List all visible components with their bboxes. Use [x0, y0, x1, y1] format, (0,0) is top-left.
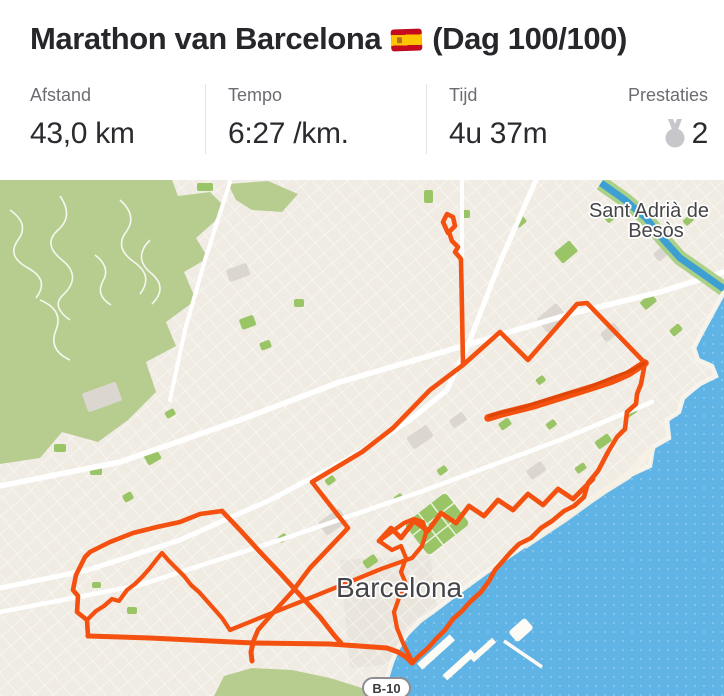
stat-value: 4u 37m: [449, 117, 548, 150]
spain-flag-icon: [390, 28, 423, 52]
route-segment-wing-inner: [84, 550, 233, 633]
stat-prestaties[interactable]: Prestaties 2: [614, 84, 708, 154]
route-segment-finish-stub: [248, 640, 256, 664]
medal-icon: [665, 119, 685, 148]
stat-label: Tijd: [449, 85, 478, 105]
label-barcelona: Barcelona: [336, 572, 463, 603]
route-segment-wing-diagonal: [219, 508, 344, 646]
barcelona-map: Sant Adrià de Besòs Barcelona B-10: [0, 180, 724, 696]
stat-label: Afstand: [30, 85, 92, 105]
map-container[interactable]: Sant Adrià de Besòs Barcelona B-10: [0, 180, 724, 696]
stats-row: Afstand 43,0 km Tempo 6:27 /km. Tijd 4u …: [30, 84, 708, 154]
stat-afstand: Afstand 43,0 km: [30, 84, 205, 154]
activity-title-suffix: (Dag 100/100): [432, 21, 627, 56]
beach-strip: [522, 444, 656, 549]
stat-value: 43,0 km: [30, 117, 135, 150]
route-segment-oldtown-ascent: [227, 516, 429, 633]
parks-layer: [54, 183, 694, 614]
header: Marathon van Barcelona (Dag 100/100) Afs…: [0, 0, 724, 180]
label-sant-adria-line2: Besòs: [628, 220, 684, 242]
stat-value: 2: [662, 114, 708, 154]
port-piers: [416, 618, 543, 681]
stat-label: Tempo: [228, 85, 283, 105]
road-badge-b10: B-10: [362, 677, 411, 696]
stat-tempo: Tempo 6:27 /km.: [205, 84, 426, 154]
route-segment-sawtooth: [376, 476, 596, 544]
road-badge-text: B-10: [372, 681, 400, 696]
route-layer: [70, 211, 649, 666]
stat-value: 6:27 /km.: [228, 117, 349, 150]
route-segment-overlap-jitter: [487, 361, 647, 418]
sea: [380, 290, 724, 696]
page-title: Marathon van Barcelona (Dag 100/100): [30, 20, 708, 58]
stat-tijd: Tijd 4u 37m: [426, 84, 614, 154]
mountain-area: [0, 180, 298, 464]
route-segment-bottom-horizontal: [85, 633, 415, 666]
montjuic-area: [214, 668, 372, 696]
route-segment-start-loop-and-vertical: [440, 211, 466, 368]
route-segment-zigzag-triangle-coast: [409, 300, 648, 666]
route-segment-port-descent: [376, 538, 416, 666]
route-segment-southwest-diagonal: [250, 362, 466, 645]
stat-label: Prestaties: [627, 85, 708, 105]
activity-title: Marathon van Barcelona: [30, 21, 382, 56]
ciutadella-park: [405, 493, 469, 555]
route-segment-wing-outer: [70, 508, 225, 639]
label-sant-adria-line1: Sant Adrià de: [589, 200, 709, 222]
medal-count: 2: [691, 117, 709, 150]
besos-river: [596, 180, 724, 296]
